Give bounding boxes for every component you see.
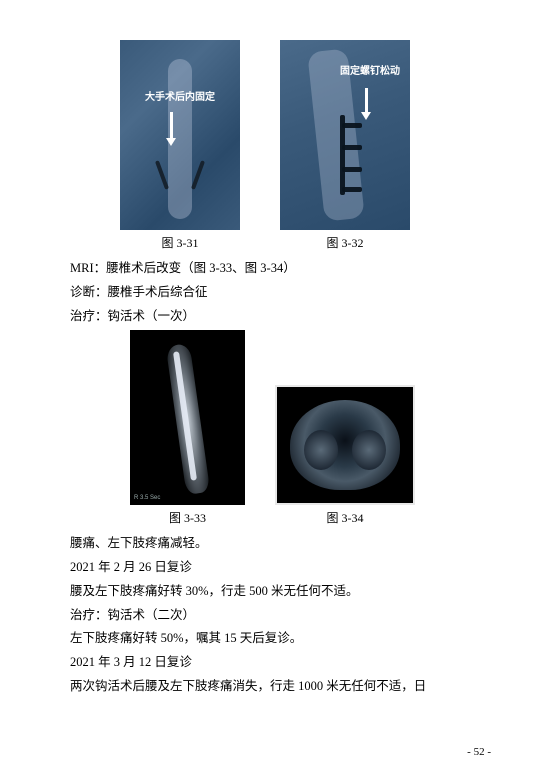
figure-3-32-block: 固定螺钉松动 图 3-32: [280, 40, 410, 251]
text-line: 腰痛、左下肢疼痛减轻。: [70, 532, 481, 556]
fixation-hardware-icon: [330, 115, 380, 205]
text-line: 2021 年 3 月 12 日复诊: [70, 651, 481, 675]
text-line: 两次钩活术后腰及左下肢疼痛消失，行走 1000 米无任何不适，日: [70, 675, 481, 699]
figure-3-31-block: 大手术后内固定 图 3-31: [120, 40, 240, 251]
figure-caption: 图 3-32: [327, 234, 364, 251]
figure-caption: 图 3-34: [327, 509, 364, 526]
mri-meta-label: R 3.5 Sec: [134, 495, 160, 501]
figure-caption: 图 3-31: [162, 234, 199, 251]
mri-axial-shape-icon: [290, 400, 400, 490]
text-line: 2021 年 2 月 26 日复诊: [70, 556, 481, 580]
text-line: MRI：腰椎术后改变（图 3-33、图 3-34）: [70, 257, 481, 281]
mri-image-3-34: [275, 385, 415, 505]
xray-image-3-32: 固定螺钉松动: [280, 40, 410, 230]
xray-overlay-label: 大手术后内固定: [126, 88, 234, 103]
xray-image-3-31: 大手术后内固定: [120, 40, 240, 230]
text-line: 治疗：钩活术（二次）: [70, 604, 481, 628]
fixation-hardware-icon: [150, 150, 210, 210]
document-page: 大手术后内固定 图 3-31 固定螺钉松动 图 3-32 MRI：腰椎术后改变（…: [0, 0, 551, 721]
figure-row-2: R 3.5 Sec 图 3-33 图 3-34: [130, 330, 481, 526]
text-line: 诊断：腰椎手术后综合征: [70, 281, 481, 305]
text-block-1: MRI：腰椎术后改变（图 3-33、图 3-34） 诊断：腰椎手术后综合征 治疗…: [70, 257, 481, 328]
figure-3-33-block: R 3.5 Sec 图 3-33: [130, 330, 245, 526]
figure-3-34-block: 图 3-34: [275, 355, 415, 526]
text-block-2: 腰痛、左下肢疼痛减轻。 2021 年 2 月 26 日复诊 腰及左下肢疼痛好转 …: [70, 532, 481, 698]
text-line: 腰及左下肢疼痛好转 30%，行走 500 米无任何不适。: [70, 580, 481, 604]
mri-image-3-33: R 3.5 Sec: [130, 330, 245, 505]
text-line: 左下肢疼痛好转 50%，嘱其 15 天后复诊。: [70, 627, 481, 651]
text-line: 治疗：钩活术（一次）: [70, 305, 481, 329]
figure-row-1: 大手术后内固定 图 3-31 固定螺钉松动 图 3-32: [120, 40, 481, 251]
xray-overlay-label: 固定螺钉松动: [340, 62, 400, 77]
figure-caption: 图 3-33: [169, 509, 206, 526]
page-number: - 52 -: [467, 746, 491, 758]
